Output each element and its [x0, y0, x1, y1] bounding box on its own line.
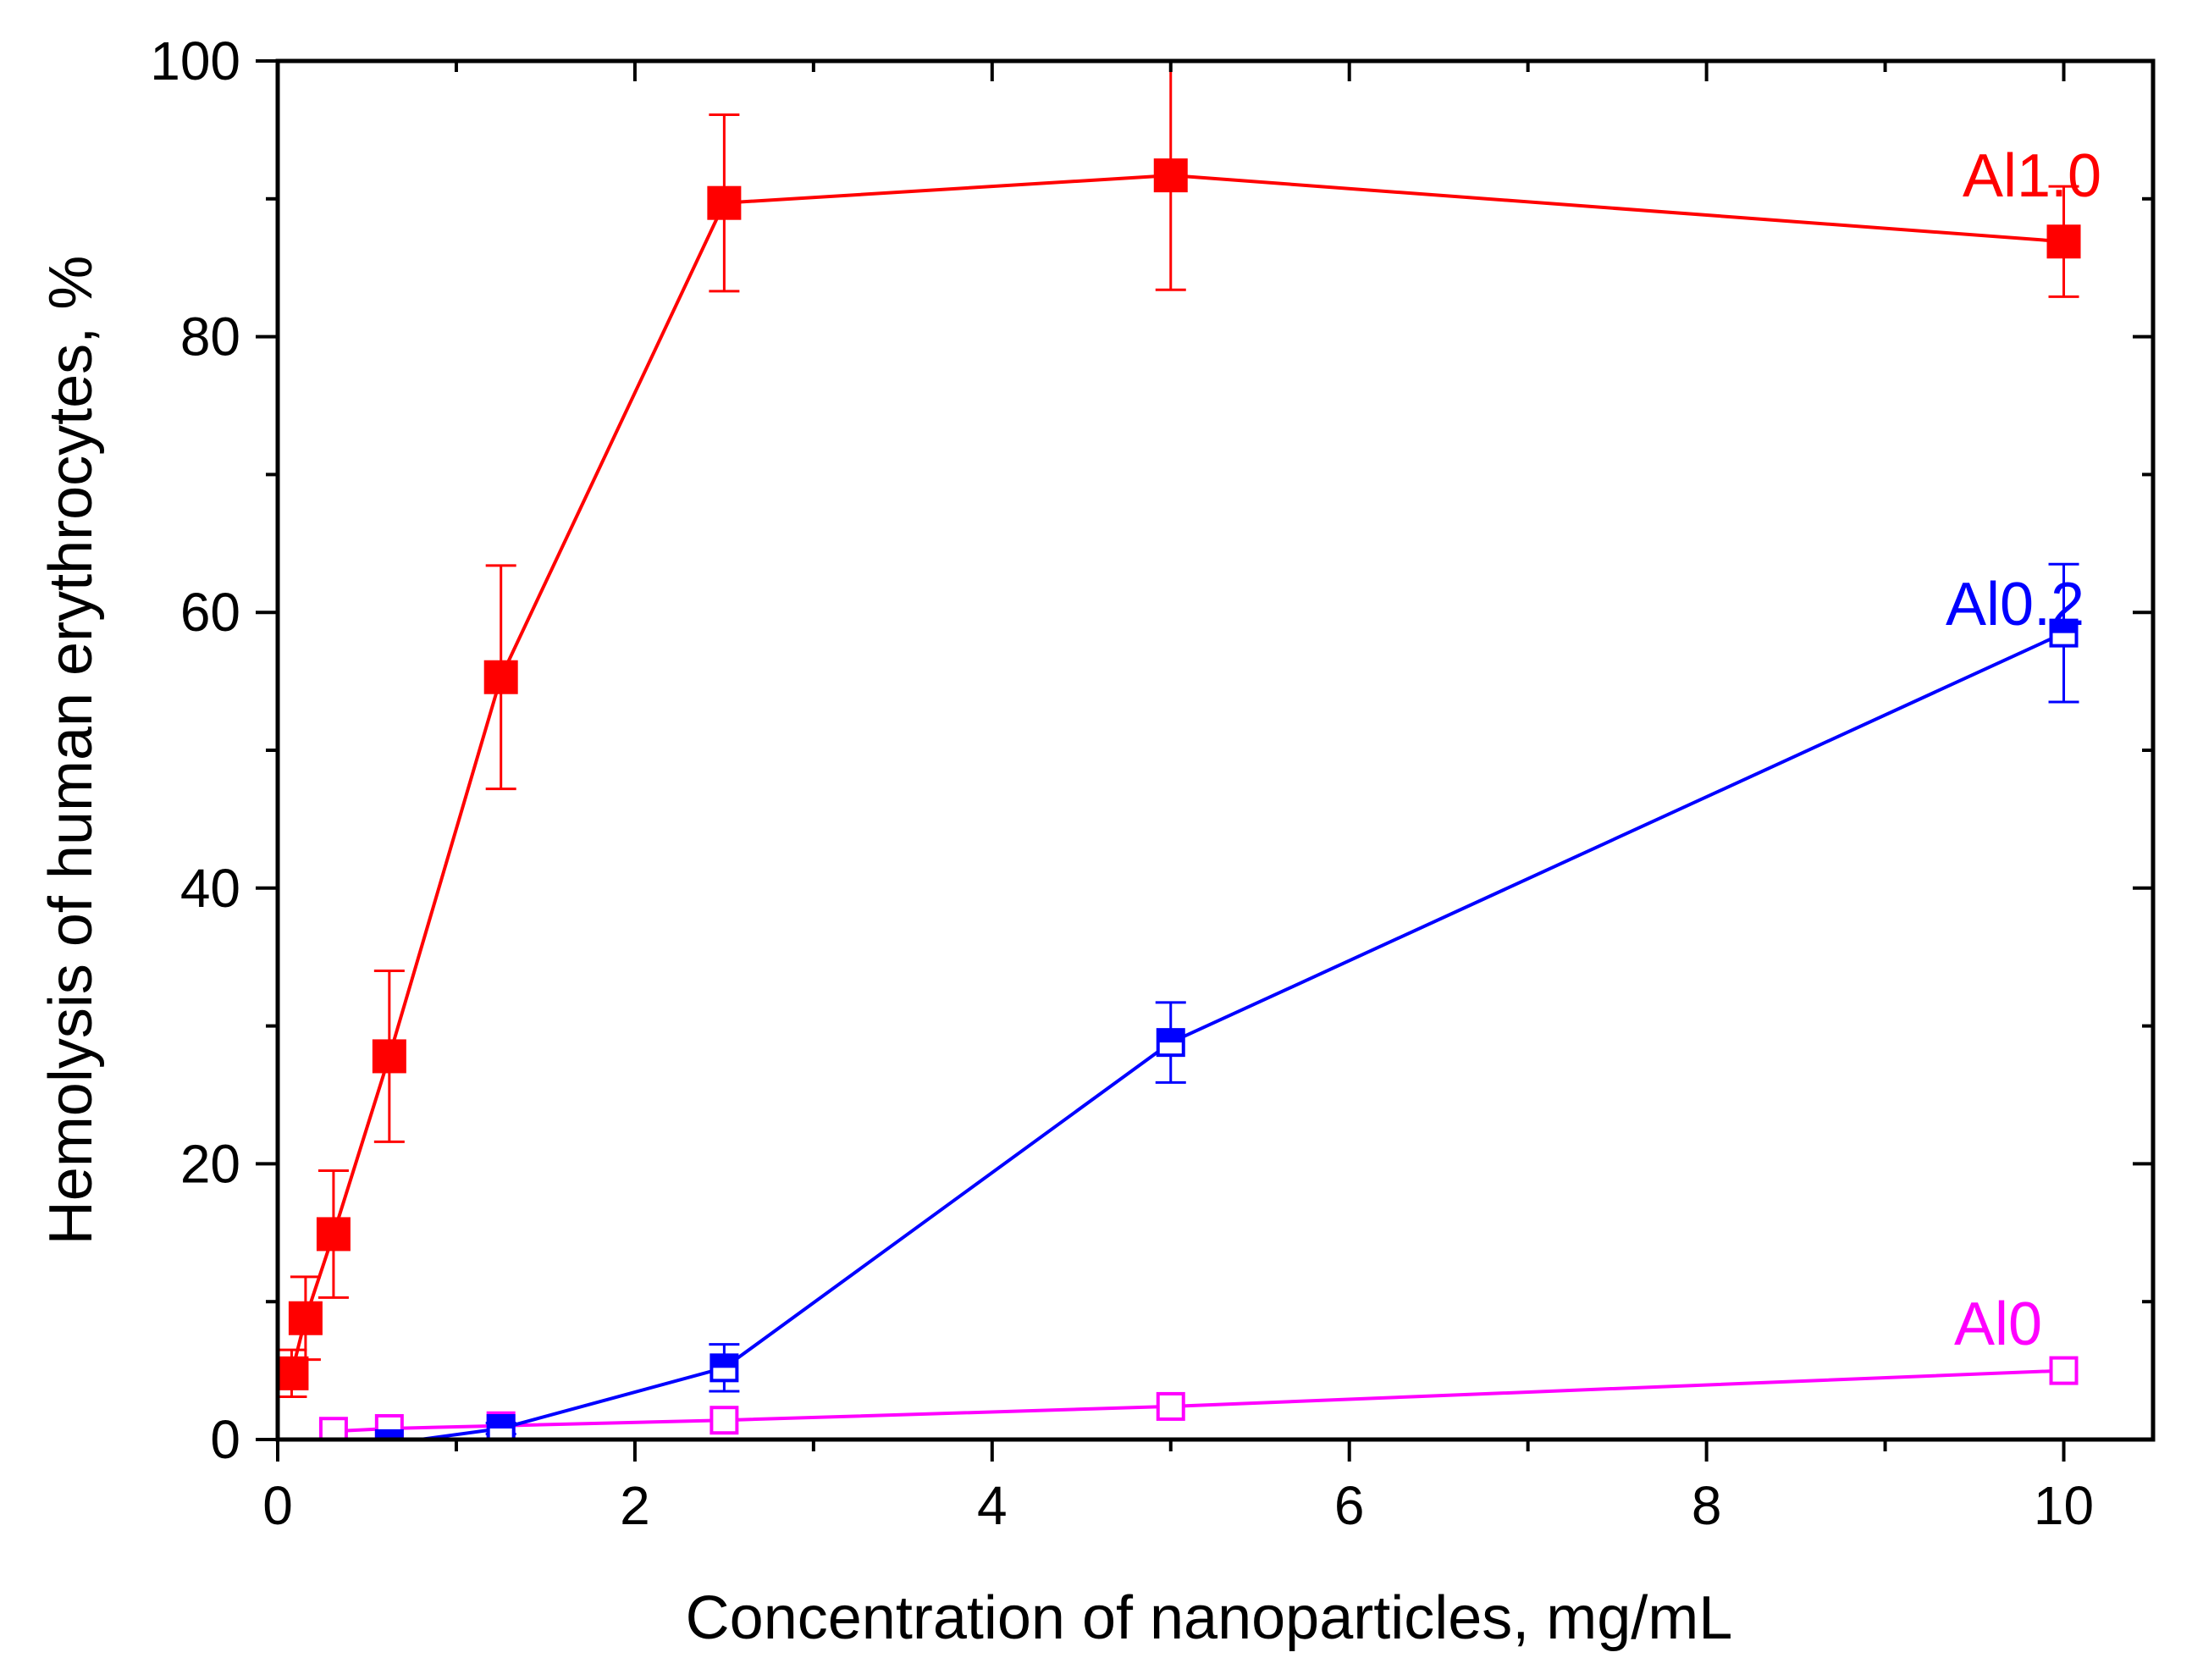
x-axis-title: Concentration of nanoparticles, mg/mL [686, 1584, 1733, 1652]
series-label-layer: Al0 Al0.2 Al1.0 [1946, 142, 2101, 1358]
x-tick-label: 2 [620, 1475, 650, 1536]
series-al0-2 [374, 562, 2079, 1440]
data-point-marker-fill [1157, 1030, 1184, 1043]
data-point-marker [483, 660, 518, 694]
data-point-marker [278, 1356, 309, 1390]
data-point-marker [288, 1301, 323, 1335]
y-tick-label: 80 [180, 307, 240, 368]
y-tick-label: 0 [210, 1409, 240, 1470]
y-tick-label: 100 [150, 30, 240, 91]
y-tick-label: 60 [180, 582, 240, 643]
data-point-marker [2046, 224, 2081, 259]
data-point-marker [1156, 1391, 1185, 1421]
y-tick-label: 20 [180, 1133, 240, 1194]
series-label-al1-0: Al1.0 [1963, 142, 2101, 210]
series-layer [278, 61, 2081, 1440]
data-point-marker [372, 1039, 406, 1074]
x-tick-label: 10 [2034, 1475, 2094, 1536]
y-tick-label: 40 [180, 858, 240, 919]
data-point-marker [2049, 1356, 2079, 1385]
series-al1-0 [278, 61, 2081, 1399]
y-axis-title: Hemolysis of human erythrocytes, % [37, 256, 105, 1245]
data-point-marker [316, 1217, 351, 1252]
x-tick-label: 4 [977, 1475, 1008, 1536]
data-point-marker-fill [711, 1355, 737, 1368]
data-point-marker-fill [2051, 620, 2077, 633]
data-point-marker [318, 1417, 348, 1440]
series-label-al0: Al0 [1954, 1290, 2042, 1358]
x-tick-label: 6 [1334, 1475, 1365, 1536]
data-point-marker [710, 1406, 739, 1435]
data-point-marker-fill [376, 1430, 402, 1440]
x-tick-label: 0 [262, 1475, 293, 1536]
x-tick-label: 8 [1692, 1475, 1722, 1536]
data-point-marker-fill [488, 1415, 514, 1429]
series-label-al0-2: Al0.2 [1946, 571, 2084, 638]
data-point-marker [707, 185, 742, 220]
data-point-marker [1153, 158, 1188, 193]
